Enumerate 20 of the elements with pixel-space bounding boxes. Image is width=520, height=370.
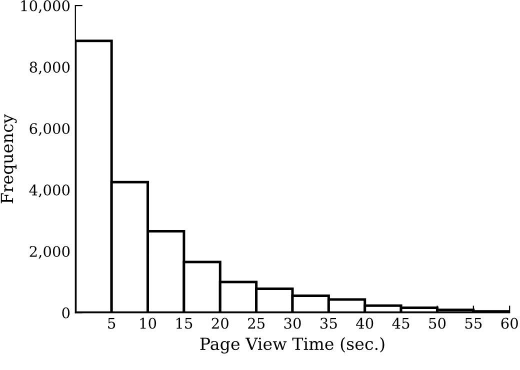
x-tick-label: 5: [108, 318, 116, 329]
y-tick-label: 0: [62, 307, 70, 318]
x-tick-label: 35: [320, 318, 337, 329]
x-tick-label: 60: [501, 318, 518, 329]
y-tick-label: 10,000: [21, 0, 70, 14]
y-tick-label: 4,000: [29, 184, 70, 198]
y-tick-label: 6,000: [30, 123, 70, 136]
x-tick-label: 55: [465, 318, 482, 329]
y-tick-label: 8,000: [30, 62, 70, 74]
x-tick-label: 40: [356, 318, 374, 329]
y-tick-label: 2,000: [30, 246, 70, 259]
x-tick-label: 25: [248, 318, 264, 329]
x-tick-label: 15: [176, 318, 192, 329]
x-tick-label: 45: [392, 318, 410, 329]
y-axis-title: Frequency: [0, 114, 17, 204]
x-axis-title: Page View Time (sec.): [200, 337, 384, 354]
x-tick-label: 10: [140, 318, 156, 329]
x-tick-label: 50: [429, 318, 446, 329]
x-tick-label: 20: [212, 318, 228, 329]
x-tick-label: 30: [284, 318, 301, 329]
